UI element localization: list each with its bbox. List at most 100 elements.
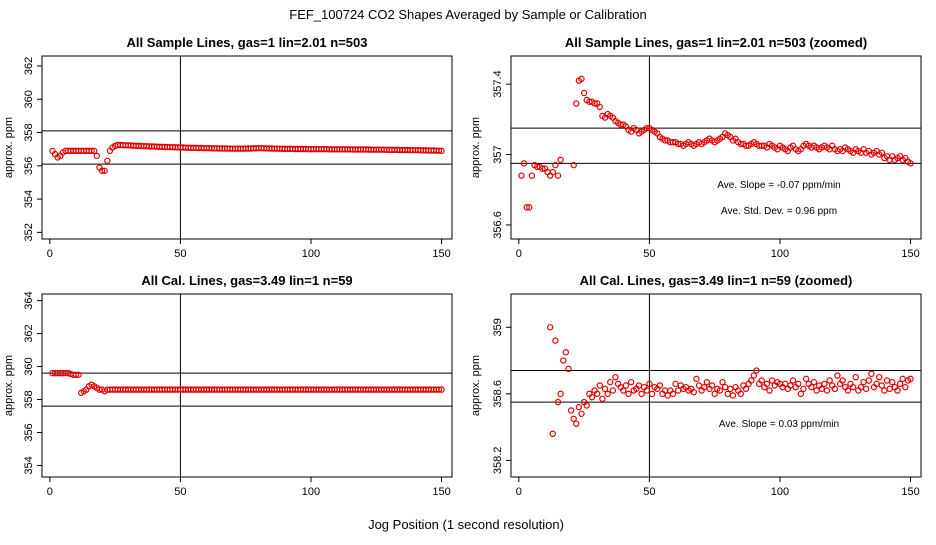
data-point — [664, 392, 671, 399]
x-tick-label: 100 — [771, 486, 789, 498]
data-point — [88, 147, 95, 155]
data-point — [789, 377, 797, 384]
y-axis-label: approx. ppm — [3, 117, 15, 178]
plot-frame — [510, 55, 922, 240]
data-point — [878, 382, 886, 389]
data-point — [549, 430, 556, 437]
data-point — [750, 372, 758, 379]
data-point — [578, 75, 585, 83]
data-point — [711, 390, 718, 398]
data-point — [438, 386, 445, 393]
panel-p1: All Sample Lines, gas=1 lin=2.01 n=503 0 5… — [3, 35, 453, 260]
data-point — [868, 370, 875, 378]
data-point — [695, 382, 703, 389]
panel-title: All Sample Lines, gas=1 lin=2.01 n=503 (… — [565, 35, 867, 50]
panel-title: All Cal. Lines, gas=3.49 lin=1 n=59 — [141, 273, 352, 288]
y-tick-label: 359 — [492, 318, 504, 336]
data-point — [98, 167, 106, 174]
x-tick-label: 150 — [432, 248, 450, 260]
y-tick-label: 358 — [23, 390, 35, 408]
data-point — [831, 385, 839, 393]
data-point — [693, 375, 700, 383]
data-point — [894, 387, 901, 394]
data-point — [763, 380, 771, 388]
y-tick-label: 357 — [492, 145, 504, 163]
data-point — [839, 377, 846, 384]
data-point — [573, 100, 580, 107]
panel-p4: All Cal. Lines, gas=3.49 lin=1 n=59 (zoo… — [470, 273, 922, 498]
x-tick-label: 100 — [302, 248, 320, 260]
data-point — [849, 383, 857, 391]
y-tick-label: 357.4 — [492, 70, 504, 98]
data-point — [719, 378, 726, 386]
data-point — [865, 377, 872, 384]
data-point — [604, 390, 611, 398]
y-tick-label: 354 — [23, 190, 35, 208]
data-point — [810, 378, 818, 386]
y-tick-label: 362 — [23, 324, 35, 342]
data-point — [646, 380, 653, 388]
data-point — [567, 407, 575, 414]
data-point — [648, 390, 656, 398]
data-point — [748, 377, 755, 384]
data-point — [813, 387, 820, 394]
data-point — [557, 156, 564, 164]
data-point — [766, 387, 773, 394]
data-point — [523, 204, 530, 211]
data-point — [596, 382, 603, 389]
data-point — [607, 378, 614, 386]
panel-annotation: Ave. Std. Dev. = 0.96 ppm — [721, 206, 837, 217]
data-point — [727, 385, 734, 393]
figure-title: FEF_100724 CO2 Shapes Averaged by Sample… — [289, 7, 646, 22]
data-point — [620, 387, 627, 394]
y-tick-label: 362 — [23, 57, 35, 75]
data-point — [554, 172, 562, 179]
data-point — [570, 161, 577, 169]
data-point — [907, 375, 914, 383]
data-point — [627, 378, 635, 386]
data-point — [907, 160, 914, 167]
data-points — [546, 324, 914, 437]
data-point — [852, 373, 859, 381]
data-point — [802, 375, 810, 383]
data-point — [72, 371, 80, 378]
data-point — [435, 386, 443, 393]
data-point — [716, 387, 724, 394]
data-point — [622, 382, 630, 389]
data-point — [821, 380, 828, 388]
x-tick-label: 0 — [47, 248, 53, 260]
data-point — [672, 380, 679, 388]
data-point — [643, 387, 650, 394]
data-point — [573, 420, 580, 427]
data-point — [588, 393, 596, 401]
data-point — [101, 167, 108, 174]
data-point — [552, 161, 559, 169]
y-axis-label: approx. ppm — [470, 355, 482, 416]
panel-title: All Sample Lines, gas=1 lin=2.01 n=503 — [127, 35, 368, 50]
y-tick-label: 356 — [23, 423, 35, 441]
data-point — [886, 385, 893, 393]
y-tick-label: 360 — [23, 90, 35, 108]
data-point — [656, 382, 664, 389]
data-point — [889, 378, 896, 386]
data-point — [580, 89, 588, 97]
data-point — [669, 390, 677, 398]
data-point — [737, 390, 745, 398]
data-point — [902, 383, 909, 391]
data-point — [520, 160, 528, 167]
x-tick-label: 50 — [174, 248, 186, 260]
data-point — [881, 387, 888, 394]
data-point — [554, 398, 562, 406]
y-tick-label: 356 — [23, 157, 35, 175]
data-point — [75, 371, 82, 378]
data-point — [435, 147, 443, 154]
x-tick-label: 100 — [771, 248, 789, 260]
data-point — [800, 385, 807, 393]
data-point — [562, 349, 570, 356]
data-points — [49, 141, 445, 174]
data-point — [808, 383, 815, 391]
data-point — [539, 165, 546, 172]
data-point — [578, 410, 585, 417]
x-tick-label: 150 — [901, 486, 919, 498]
